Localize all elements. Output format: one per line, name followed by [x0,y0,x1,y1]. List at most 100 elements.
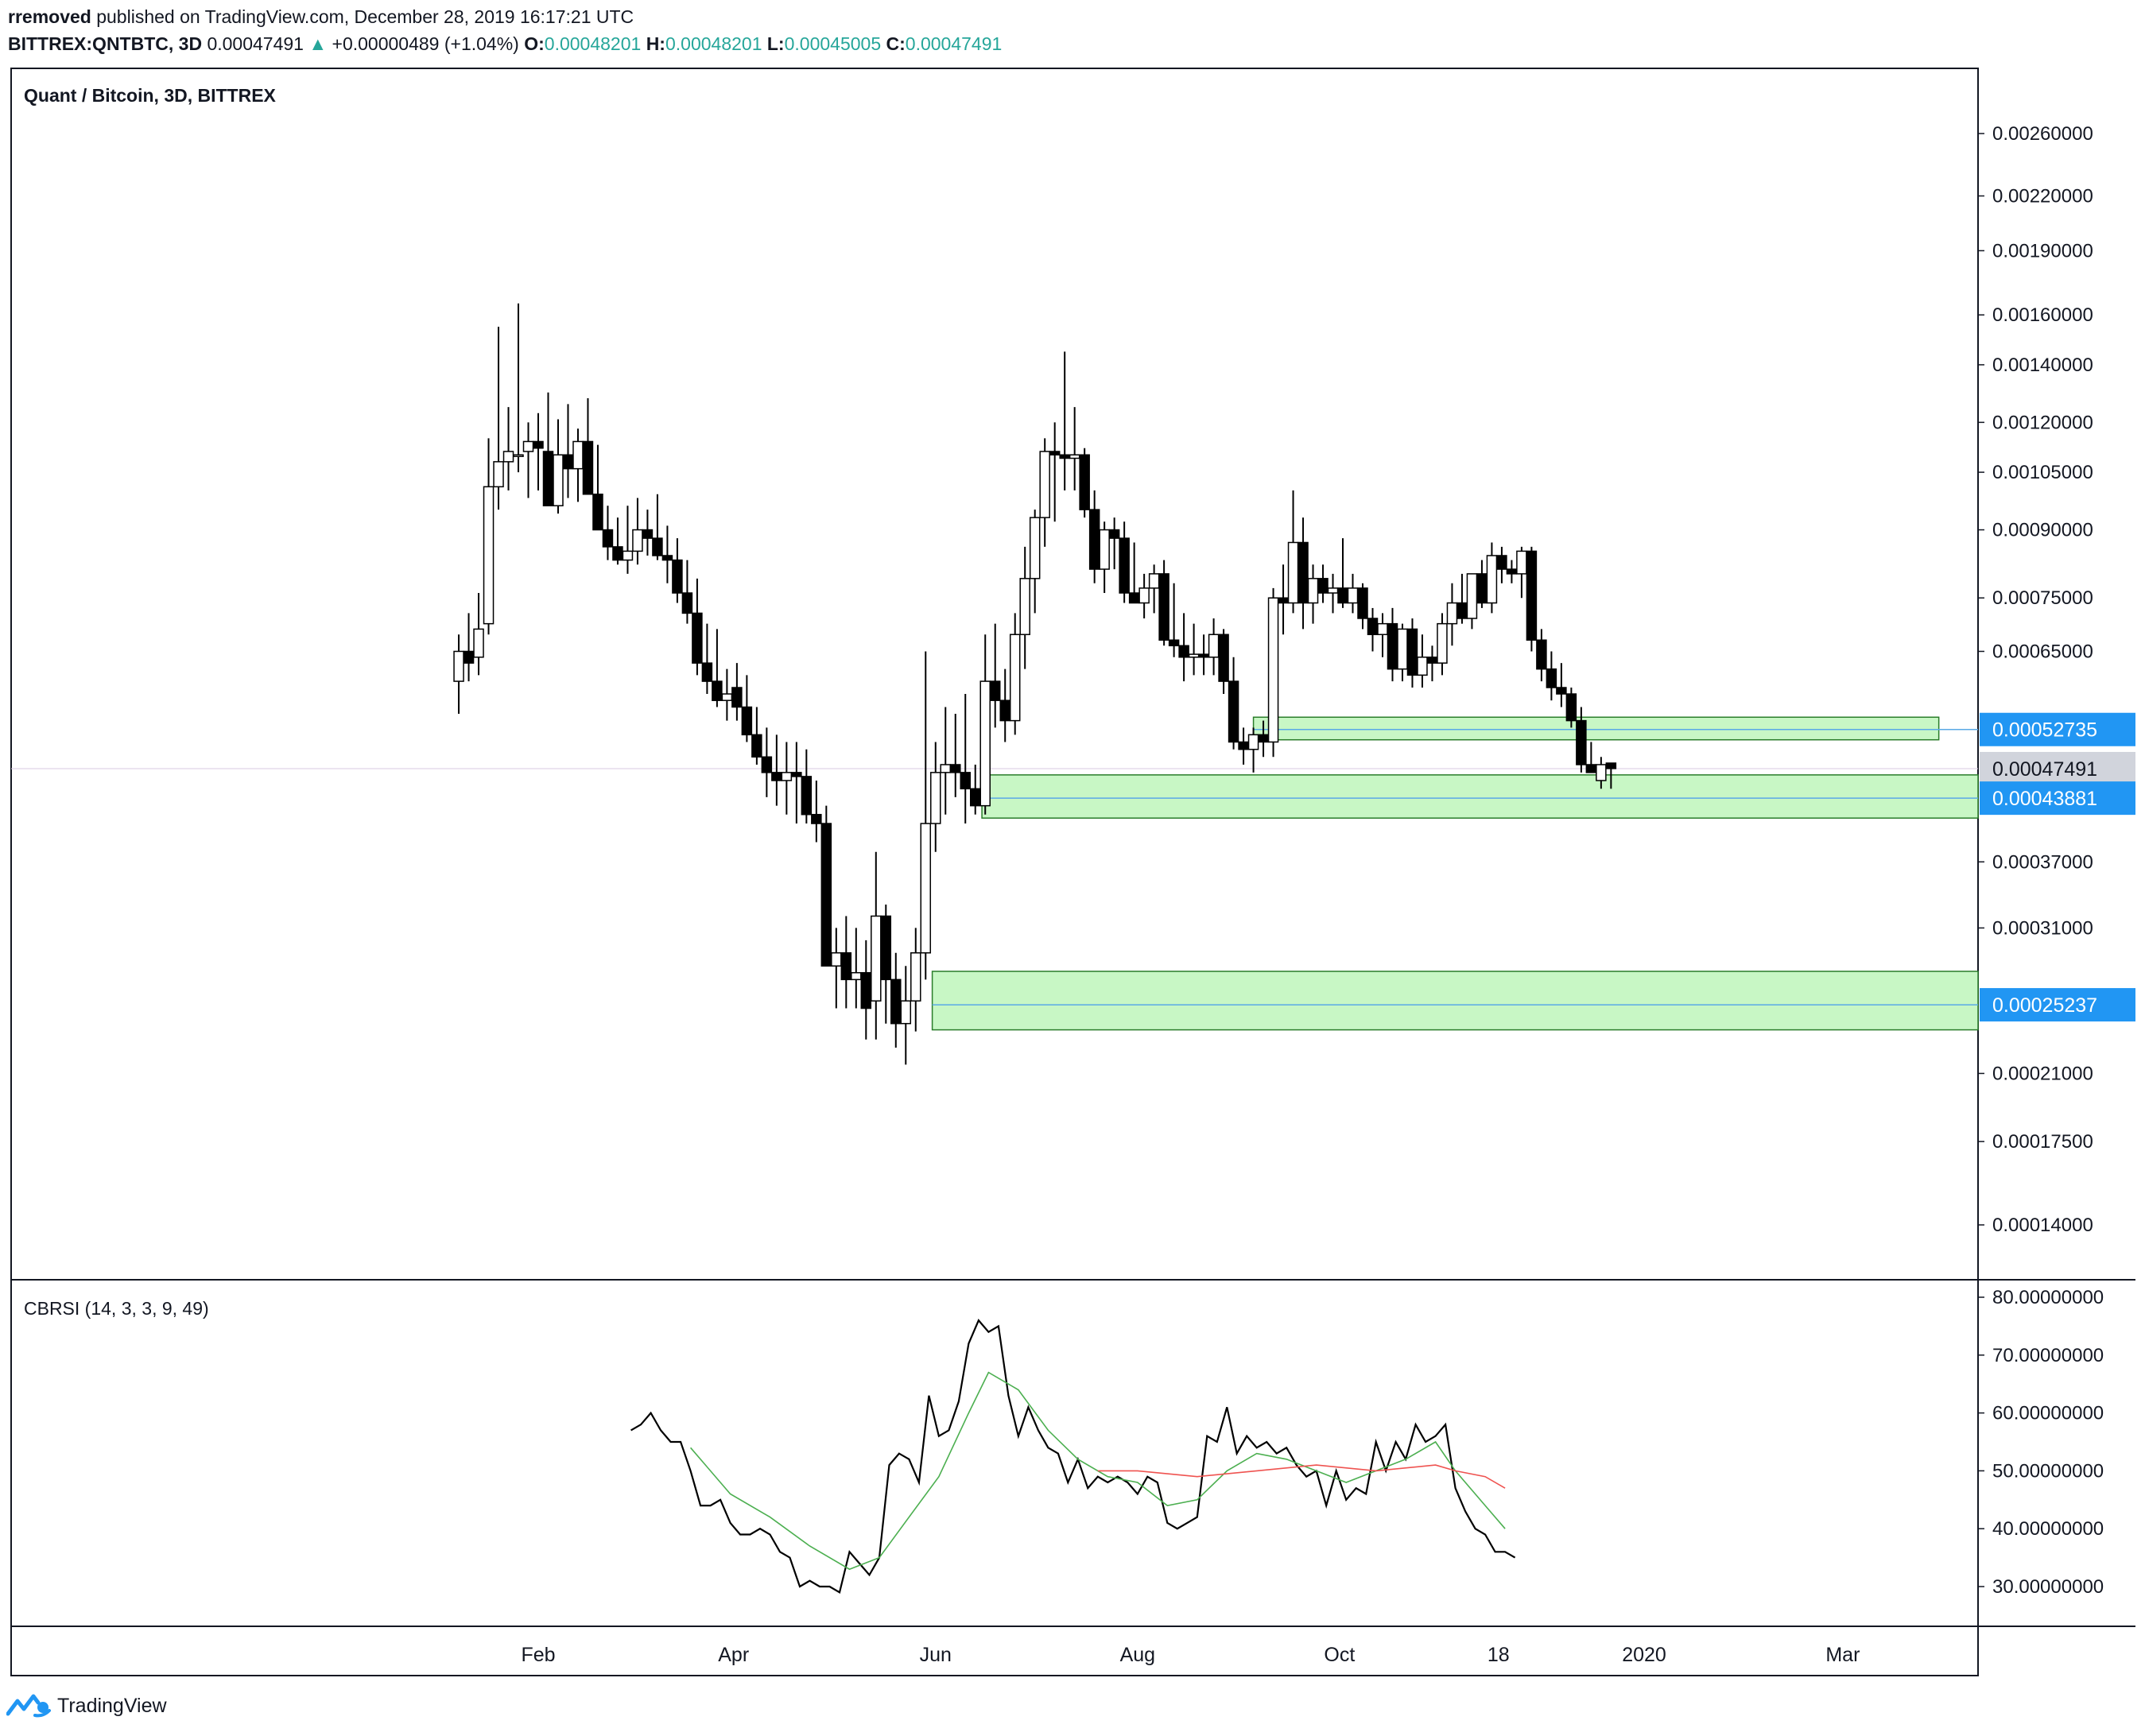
candle-body-down [860,971,872,1009]
candle [1069,407,1080,491]
open-label: O: [524,33,545,54]
candle-body-down [542,451,554,506]
candle [910,928,921,1032]
candle [522,422,534,498]
candle-body-up [1188,653,1200,658]
candle-body-down [701,662,713,682]
candle [712,629,723,707]
candle-body-down [1605,762,1617,769]
candle-body-up [502,451,514,463]
candle [1397,623,1408,682]
level-price-tag [1980,712,2135,746]
candle [1446,583,1458,646]
candle-body-down [592,494,603,531]
close-value: 0.00047491 [905,33,1003,54]
candle [1585,742,1597,773]
y-tick-label: 0.00037000 [1992,851,2093,873]
candle [1247,727,1259,773]
candle [1049,422,1061,522]
candle-body-up [1486,555,1498,604]
candle-body-up [910,952,921,1002]
candle [473,593,484,676]
candle-body-down [661,555,673,561]
candle-body-down [751,734,762,758]
candle-body-down [1079,454,1090,510]
candle-body-down [1556,687,1567,695]
candle-body-down [1049,451,1061,455]
candle-body-down [1496,555,1507,570]
candle [453,634,464,714]
candle-body-up [1466,573,1478,619]
rsi-layer [630,1319,1516,1594]
chart-title: Quant / Bitcoin, 3D, BITTREX [24,85,277,106]
candle-body-down [840,952,852,981]
zone-2 [981,774,1979,819]
candle [1188,623,1200,676]
candle-body-down [712,680,723,701]
candle-body-down [1158,573,1169,641]
candle [642,510,654,556]
candle-body-up [1029,517,1041,579]
candle-body-down [741,706,753,736]
high-label: H: [646,33,665,54]
candle-body-down [1128,592,1140,604]
candle [751,707,762,765]
candle [1565,687,1577,728]
candle-body-down [1387,622,1398,670]
candle [502,407,514,491]
candle [960,694,971,824]
candle-body-up [572,440,584,470]
footer: TradingView [6,1693,167,1719]
candle-body-up [940,764,952,773]
candle [721,668,733,721]
candle-body-up [1397,628,1408,670]
candle-body-up [632,529,643,552]
candle-body-up [930,772,941,824]
candle-body-down [582,440,594,495]
candle [1148,564,1160,614]
x-tick-label: Feb [521,1644,555,1666]
candle-body-down [562,454,574,470]
candle-body-down [1576,719,1587,765]
candle-body-up [920,823,932,954]
candle-body-up [900,1000,912,1025]
candle-body-up [831,952,842,967]
candle-body-up [522,440,534,452]
candle [1168,583,1180,657]
candle-body-up [553,454,564,506]
footer-brand[interactable]: TradingView [57,1694,167,1717]
candle-body-down [1278,597,1289,604]
candle-body-down [1088,509,1100,570]
candle-body-down [1457,602,1468,619]
candle-body-down [989,680,1001,701]
x-tick-label: Mar [1825,1644,1860,1666]
candle [791,742,802,824]
candle [542,392,554,506]
candle-body-down [1506,568,1518,575]
x-tick-label: 2020 [1622,1644,1666,1666]
y-tick-label: 0.00260000 [1992,123,2093,145]
rsi-tick-label: 60.00000000 [1992,1403,2104,1424]
tradingview-logo-icon[interactable] [6,1693,51,1719]
candle-body-up [1516,550,1527,575]
candle-body-down [1059,454,1070,459]
rsi-tick-label: 40.00000000 [1992,1518,2104,1540]
close-label: C: [886,33,906,54]
rsi-title: CBRSI (14, 3, 3, 9, 49) [24,1298,209,1319]
candle [1128,542,1140,604]
candle-body-down [1546,668,1557,688]
candle-body-up [1377,622,1388,636]
candle [1486,542,1498,614]
candle [1406,618,1418,688]
publisher-name[interactable]: rremoved [8,6,91,27]
candle [820,805,832,967]
chart-frame [10,68,2135,1676]
candle-body-up [1138,587,1150,604]
change-value: +0.00000489 (+1.04%) [332,33,519,54]
price-tag-text: 0.00047491 [1992,758,2097,781]
candle [1009,613,1021,735]
candle-body-down [811,813,822,824]
candle [1526,546,1538,652]
candle [880,905,892,1024]
